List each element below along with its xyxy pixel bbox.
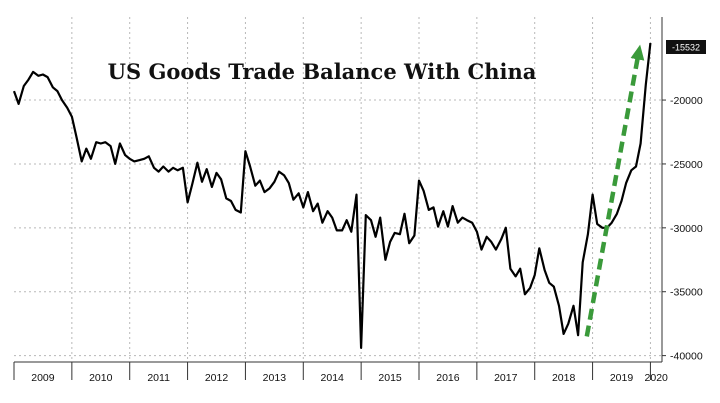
trend-arrow-group <box>584 44 645 337</box>
x-tick-label: 2017 <box>494 372 518 384</box>
x-tick-label: 2015 <box>378 372 402 384</box>
x-tick-label: 2011 <box>147 372 170 384</box>
y-tick-label: -40000 <box>670 351 703 363</box>
plot-frame <box>14 17 663 363</box>
grid <box>14 17 662 362</box>
x-tick-label: 2013 <box>263 372 287 384</box>
y-tick-label: -20000 <box>670 95 703 107</box>
series-line <box>12 42 652 349</box>
series <box>12 42 652 349</box>
last-value-label: -15532 <box>672 43 700 53</box>
y-tick-label: -30000 <box>670 223 703 235</box>
x-tick-label: 2019 <box>610 372 634 384</box>
last-value-box <box>666 40 706 54</box>
x-tick-label: 2014 <box>321 372 345 384</box>
x-tick-label: 2010 <box>89 372 113 384</box>
trend-arrow <box>584 44 645 337</box>
x-tick-label: 2020 <box>645 372 669 384</box>
y-axis: -20000 -25000 -30000 -35000 -40000 <box>662 95 703 363</box>
x-tick-label: 2009 <box>31 372 55 384</box>
y-tick-label: -35000 <box>670 287 703 299</box>
x-tick-label: 2016 <box>436 372 460 384</box>
x-tick-label: 2018 <box>552 372 576 384</box>
x-axis: 2009 2010 2011 2012 2013 2014 2015 2016 2017 2018… <box>13 362 669 384</box>
x-tick-label: 2012 <box>205 372 229 384</box>
y-tick-label: -25000 <box>670 159 703 171</box>
last-value-badge: -15532 <box>666 40 706 54</box>
chart-title: US Goods Trade Balance With China <box>108 59 537 84</box>
